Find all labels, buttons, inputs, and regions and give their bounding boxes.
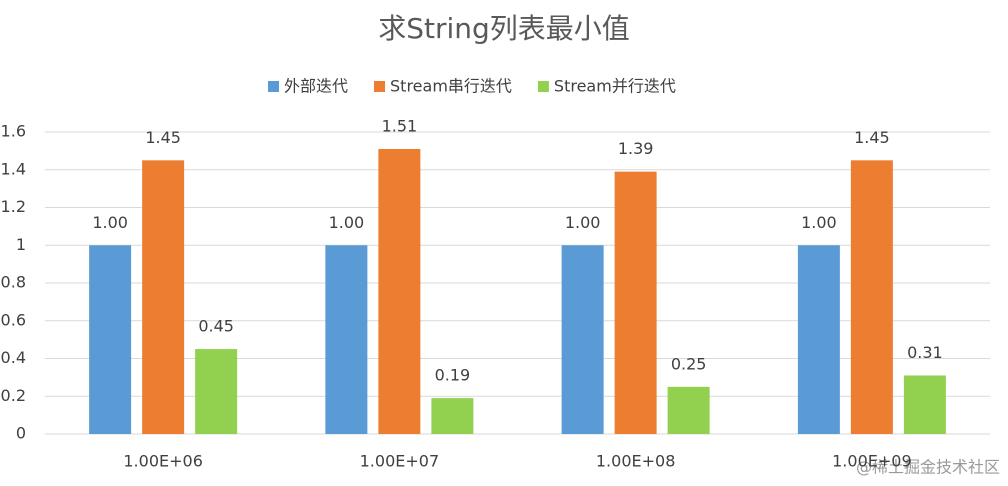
bar [325,245,368,434]
watermark: @稀土掘金技术社区 [856,458,1000,477]
bar [667,386,710,434]
y-tick-label: 0.4 [1,348,26,367]
data-label: 1.00 [329,213,365,232]
x-tick-label: 1.00E+08 [596,452,676,471]
legend-label: 外部迭代 [284,77,348,96]
bar [195,349,238,434]
y-tick-label: 0.2 [1,386,26,405]
data-label: 1.39 [618,139,654,158]
y-tick-label: 1.6 [1,122,26,141]
data-label: 0.25 [671,354,707,373]
y-tick-label: 0 [16,424,26,443]
bar [850,160,893,434]
bar [431,398,474,434]
data-label: 0.31 [907,343,943,362]
bar [561,245,604,434]
bar [142,160,185,434]
chart-title: 求String列表最小值 [378,12,630,45]
x-tick-label: 1.00E+09 [832,452,912,471]
y-tick-label: 1.4 [1,159,26,178]
y-tick-label: 0.8 [1,273,26,292]
y-tick-label: 1.2 [1,197,26,216]
y-tick-label: 1 [16,235,26,254]
legend-swatch [268,81,279,92]
legend-label: Stream串行迭代 [390,77,512,96]
bar [614,171,657,434]
data-label: 1.45 [145,128,181,147]
x-tick-label: 1.00E+06 [123,452,203,471]
legend-label: Stream并行迭代 [554,77,676,96]
data-label: 1.00 [801,213,837,232]
x-tick-label: 1.00E+07 [360,452,440,471]
data-label: 1.00 [565,213,601,232]
data-label: 1.51 [382,116,418,135]
y-tick-label: 0.6 [1,310,26,329]
data-label: 1.00 [92,213,128,232]
bar [903,375,946,434]
data-label: 0.45 [198,317,234,336]
bar [797,245,840,434]
bar [89,245,132,434]
legend-swatch [374,81,386,92]
data-label: 1.45 [854,128,890,147]
data-label: 0.19 [435,366,471,385]
legend-swatch [537,81,549,92]
bar [378,148,421,435]
